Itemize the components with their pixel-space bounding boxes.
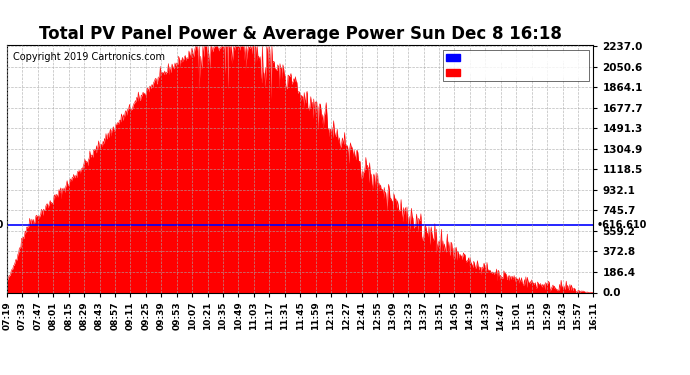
Legend: Average  (DC Watts), PV Panels  (DC Watts): Average (DC Watts), PV Panels (DC Watts)	[443, 50, 589, 81]
Text: Copyright 2019 Cartronics.com: Copyright 2019 Cartronics.com	[13, 53, 165, 62]
Title: Total PV Panel Power & Average Power Sun Dec 8 16:18: Total PV Panel Power & Average Power Sun…	[39, 26, 562, 44]
Text: •616.610: •616.610	[0, 220, 4, 230]
Text: •616.610: •616.610	[596, 220, 647, 230]
